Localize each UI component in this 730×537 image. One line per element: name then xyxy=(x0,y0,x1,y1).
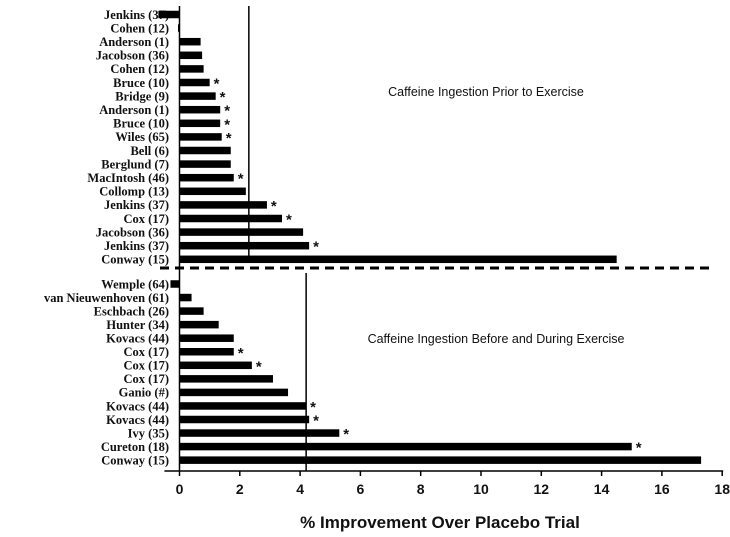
significance-star: * xyxy=(226,130,232,147)
x-tick-label: 10 xyxy=(473,481,489,497)
significance-star: * xyxy=(636,440,642,457)
significance-star: * xyxy=(310,399,316,416)
x-tick-label: 14 xyxy=(594,481,610,497)
bar xyxy=(179,456,702,464)
panel-1: Caffeine Ingestion Prior to Exercise Jenk… xyxy=(87,6,617,267)
category-label: Wiles (65) xyxy=(115,130,169,144)
x-tick-label: 16 xyxy=(654,481,670,497)
bar xyxy=(179,402,307,410)
significance-star: * xyxy=(220,89,226,106)
bar xyxy=(179,415,310,424)
significance-star: * xyxy=(224,103,230,120)
bar xyxy=(179,241,310,250)
bar xyxy=(179,51,203,60)
panel-title: Caffeine Ingestion Before and During Exe… xyxy=(368,332,625,346)
category-label: Cox (17) xyxy=(124,359,169,373)
bar xyxy=(179,78,210,87)
category-label: Cox (17) xyxy=(124,212,169,226)
x-tick-label: 18 xyxy=(714,481,730,497)
x-tick-label: 6 xyxy=(357,481,365,497)
category-label: Kovacs (44) xyxy=(106,399,169,413)
bar xyxy=(179,361,252,370)
category-label: Jenkins (37) xyxy=(104,8,169,22)
x-tick-label: 12 xyxy=(534,481,550,497)
panel-title: Caffeine Ingestion Prior to Exercise xyxy=(388,85,584,99)
bar xyxy=(179,65,204,73)
bar xyxy=(179,37,201,46)
panels: Caffeine Ingestion Prior to Exercise Jenk… xyxy=(44,6,702,471)
x-tick-label: 2 xyxy=(236,481,244,497)
category-label: Bruce (10) xyxy=(113,76,169,90)
x-tick-label: 4 xyxy=(296,481,304,497)
bar xyxy=(179,105,221,114)
category-label: Cox (17) xyxy=(124,372,169,386)
category-label: Ivy (35) xyxy=(128,426,169,440)
category-label: Conway (15) xyxy=(101,253,169,267)
bar xyxy=(179,201,267,209)
bar xyxy=(179,255,617,264)
significance-star: * xyxy=(238,345,244,362)
bar xyxy=(179,92,216,100)
panel-2: Caffeine Ingestion Before and During Exe… xyxy=(44,273,702,471)
significance-star: * xyxy=(256,358,262,375)
bar xyxy=(179,173,234,182)
category-label: Bell (6) xyxy=(130,144,169,158)
category-label: Jacobson (36) xyxy=(96,225,169,239)
bar xyxy=(179,119,221,128)
significance-star: * xyxy=(286,212,292,229)
x-tick-label: 8 xyxy=(417,481,425,497)
bar xyxy=(179,429,340,437)
significance-star: * xyxy=(271,198,277,215)
x-axis-ticks: 0 2 4 6 8 10 12 14 16 18 xyxy=(176,471,730,497)
bar xyxy=(179,320,219,329)
bar xyxy=(179,228,304,236)
category-label: Cohen (12) xyxy=(110,62,169,76)
bar xyxy=(179,334,234,342)
bar xyxy=(170,280,180,288)
significance-star: * xyxy=(224,116,230,133)
x-tick-label: 0 xyxy=(176,481,184,497)
category-label: van Nieuwenhoven (61) xyxy=(44,291,169,305)
bar xyxy=(179,442,632,451)
significance-star: * xyxy=(313,413,319,430)
category-label: Eschbach (26) xyxy=(94,304,169,318)
category-label: Berglund (7) xyxy=(101,157,169,171)
category-label: Jenkins (37) xyxy=(104,239,169,253)
bar xyxy=(179,388,289,397)
category-label: Anderson (1) xyxy=(99,35,169,49)
significance-star: * xyxy=(238,171,244,188)
category-label: Jenkins (37) xyxy=(104,198,169,212)
significance-star: * xyxy=(214,76,220,93)
bar xyxy=(179,187,246,196)
category-label: Anderson (1) xyxy=(99,103,169,117)
category-label: Hunter (34) xyxy=(106,318,169,332)
category-label: Ganio (#) xyxy=(119,386,169,400)
category-label: Cureton (18) xyxy=(101,440,169,454)
category-label: Collomp (13) xyxy=(99,185,169,199)
category-label: Wemple (64) xyxy=(101,277,169,291)
bar xyxy=(179,348,234,356)
category-label: Kovacs (44) xyxy=(106,332,169,346)
bar xyxy=(179,146,231,155)
category-label: Jacobson (36) xyxy=(96,49,169,63)
category-label: Cohen (12) xyxy=(110,21,169,35)
bar xyxy=(179,160,231,168)
category-label: Bruce (10) xyxy=(113,117,169,131)
category-label: Kovacs (44) xyxy=(106,413,169,427)
significance-star: * xyxy=(343,426,349,443)
bar xyxy=(179,133,222,141)
category-label: MacIntosh (46) xyxy=(87,171,169,185)
bar xyxy=(177,24,180,32)
x-axis-title: % Improvement Over Placebo Trial xyxy=(300,513,580,532)
category-label: Cox (17) xyxy=(124,345,169,359)
bar xyxy=(179,375,273,383)
bar xyxy=(158,10,180,19)
bar xyxy=(179,214,283,223)
bar xyxy=(179,307,204,315)
category-label: Conway (15) xyxy=(101,453,169,467)
category-label: Bridge (9) xyxy=(115,89,169,103)
significance-star: * xyxy=(313,239,319,256)
bar xyxy=(179,293,192,302)
